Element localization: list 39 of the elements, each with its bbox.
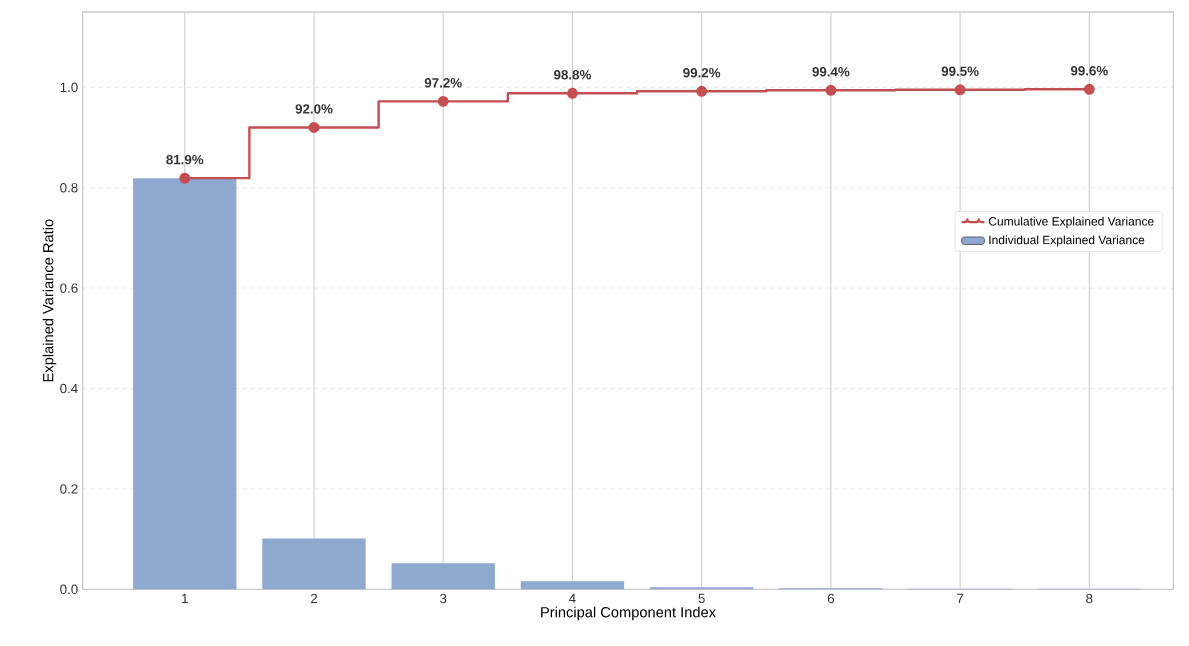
data-label: 99.6% xyxy=(1070,66,1108,76)
x-tick-label: 5 xyxy=(698,593,705,604)
point xyxy=(308,121,320,133)
x-tick-label: 4 xyxy=(569,593,576,603)
x-tick-label: 7 xyxy=(957,593,964,603)
bar xyxy=(520,581,625,590)
x-axis-title: Principal Component Index xyxy=(541,606,716,621)
data-label: 99.4% xyxy=(812,67,850,77)
y-tick-label: 0.6 xyxy=(60,283,78,293)
bar xyxy=(649,587,754,590)
legend-label: Individual Explained Variance xyxy=(989,235,1145,247)
point xyxy=(1083,83,1095,95)
x-tick-label: 1 xyxy=(182,593,188,603)
x-tick-label: 8 xyxy=(1086,593,1093,604)
legend-label: Cumulative Explained Variance xyxy=(988,216,1154,228)
y-tick-label: 0.8 xyxy=(60,182,78,193)
data-label: 97.2% xyxy=(424,78,462,88)
y-tick-label: 0.2 xyxy=(60,484,78,494)
point xyxy=(179,172,191,184)
data-label: 98.8% xyxy=(554,70,591,80)
point xyxy=(696,85,708,97)
point xyxy=(437,95,449,107)
point xyxy=(954,84,966,96)
x-tick-label: 3 xyxy=(440,593,447,604)
point xyxy=(825,84,837,96)
x-tick-label: 2 xyxy=(310,593,318,604)
bar xyxy=(262,538,366,590)
data-label: 99.5% xyxy=(941,66,979,76)
y-tick-label: 1.0 xyxy=(60,82,78,93)
data-label: 99.2% xyxy=(683,68,721,78)
data-label: 81.9% xyxy=(166,154,204,165)
y-tick-label: 0.4 xyxy=(60,383,78,394)
y-axis-title: Explained Variance Ratio xyxy=(42,219,57,382)
bar xyxy=(133,178,237,590)
y-tick-label: 0.0 xyxy=(60,584,78,595)
data-label: 92.0% xyxy=(295,104,333,114)
point xyxy=(566,87,578,99)
bar xyxy=(391,563,495,590)
x-tick-label: 6 xyxy=(827,593,835,604)
